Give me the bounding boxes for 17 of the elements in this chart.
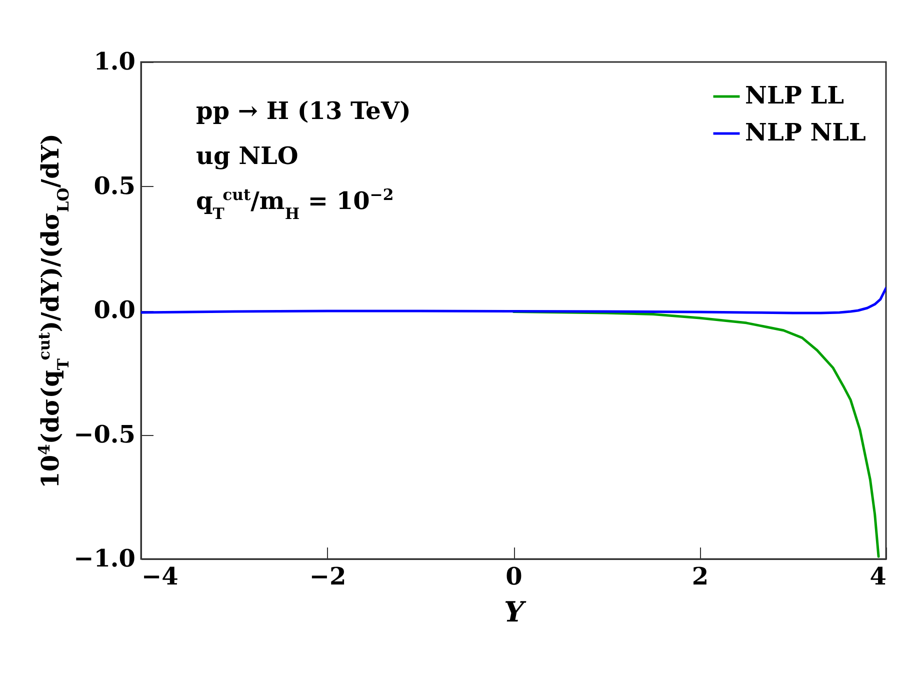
x-tick-label: 2 [692,562,709,590]
x-tick-label: 4 [870,562,886,590]
y-tick-label: 0.5 [94,170,136,200]
annotation: pp → H (13 TeV) [196,96,411,125]
y-tick-label: 0.0 [94,295,136,324]
x-axis-title: Y [504,596,527,628]
y-tick-label: 1.0 [94,46,136,76]
y-tick-label: −0.5 [74,419,136,448]
x-tick-label: −2 [309,562,346,590]
annotation: q$_{T}$$^{cut}$/m$_{H}$ = 10$^{−2}$ [196,184,394,222]
x-tick-label: −4 [142,562,178,590]
x-tick-label: 0 [506,562,522,590]
legend-label: NLP LL [745,80,844,110]
line-series [141,286,886,314]
y-tick-label: −1.0 [74,544,136,572]
annotation: ug NLO [196,141,298,170]
legend-label: NLP NLL [745,118,866,146]
